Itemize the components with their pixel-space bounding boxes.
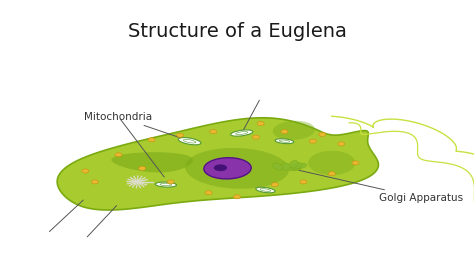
Ellipse shape xyxy=(155,182,176,187)
Ellipse shape xyxy=(204,158,251,179)
Ellipse shape xyxy=(256,187,275,193)
Circle shape xyxy=(271,182,279,187)
Circle shape xyxy=(82,169,89,173)
Ellipse shape xyxy=(287,166,301,171)
Circle shape xyxy=(352,161,359,165)
Text: Mitochondria: Mitochondria xyxy=(84,112,189,141)
Ellipse shape xyxy=(214,164,227,171)
Polygon shape xyxy=(57,118,378,210)
Circle shape xyxy=(319,132,326,136)
Circle shape xyxy=(176,133,184,137)
Circle shape xyxy=(205,191,212,195)
Circle shape xyxy=(252,135,260,139)
Circle shape xyxy=(138,166,146,170)
Ellipse shape xyxy=(282,163,290,170)
Ellipse shape xyxy=(294,163,307,169)
Circle shape xyxy=(300,180,307,184)
Ellipse shape xyxy=(290,161,298,168)
Ellipse shape xyxy=(231,130,253,136)
Ellipse shape xyxy=(178,138,201,145)
Circle shape xyxy=(148,138,155,142)
Ellipse shape xyxy=(273,163,283,170)
Circle shape xyxy=(281,130,288,134)
Circle shape xyxy=(337,142,345,146)
Ellipse shape xyxy=(275,139,294,144)
Ellipse shape xyxy=(308,151,356,175)
Circle shape xyxy=(210,130,217,134)
Polygon shape xyxy=(111,152,193,172)
Ellipse shape xyxy=(292,163,302,169)
Circle shape xyxy=(115,153,122,157)
Text: Golgi Apparatus: Golgi Apparatus xyxy=(299,170,463,203)
Text: Structure of a Euglena: Structure of a Euglena xyxy=(128,22,346,41)
Circle shape xyxy=(328,172,336,176)
Circle shape xyxy=(233,195,241,199)
Circle shape xyxy=(309,139,317,143)
Ellipse shape xyxy=(185,148,289,189)
Ellipse shape xyxy=(273,121,315,140)
Circle shape xyxy=(257,122,264,126)
Circle shape xyxy=(91,180,99,184)
Circle shape xyxy=(167,180,174,184)
